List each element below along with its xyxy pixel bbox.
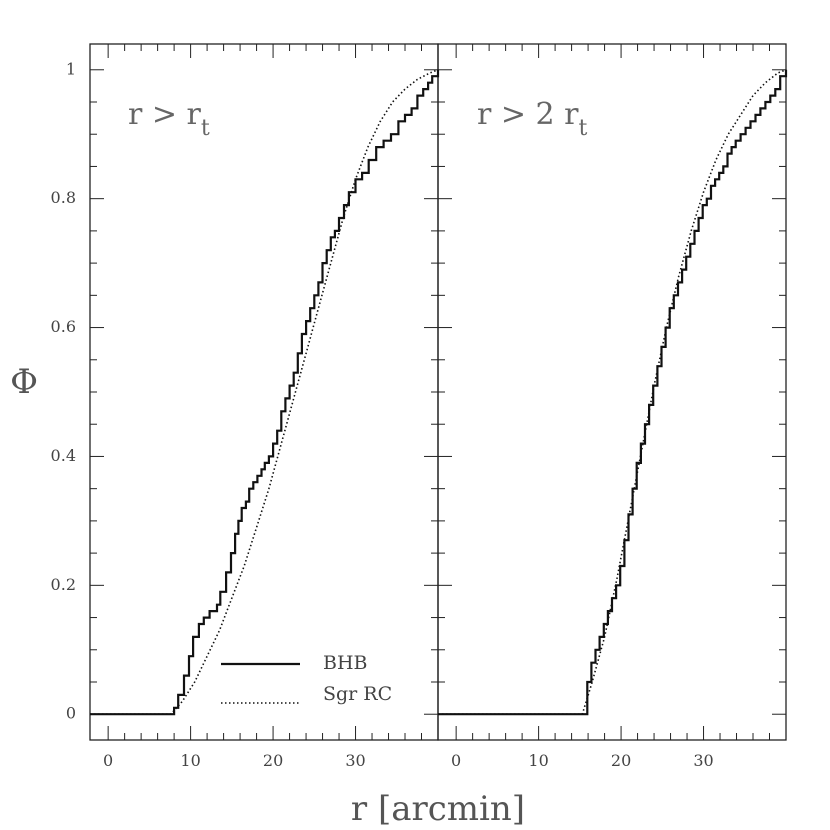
legend: BHB Sgr RC	[221, 652, 392, 705]
x-tick-label: 10	[180, 751, 200, 770]
y-tick-label: 0	[66, 704, 76, 723]
panel-label-right-main: r > 2 r	[477, 97, 579, 132]
y-tick-label: 0.8	[51, 188, 76, 207]
y-tick-label: 1	[66, 59, 76, 78]
series-bhb-right	[438, 69, 788, 716]
x-tick-label: 30	[345, 751, 365, 770]
y-axis-title: Φ	[10, 362, 38, 402]
y-tick-label: 0.2	[51, 575, 76, 594]
panel-label-right: r > 2 rt	[477, 97, 588, 141]
x-tick-label: 10	[528, 751, 548, 770]
panel-label-left-sub: t	[201, 116, 210, 141]
axis-ticks	[90, 44, 787, 740]
data-series	[90, 69, 788, 716]
legend-label-bhb: BHB	[323, 652, 368, 674]
x-tick-label: 20	[263, 751, 283, 770]
series-sgr-rc-right	[438, 69, 787, 715]
x-tick-label: 0	[103, 751, 113, 770]
x-axis-title: r [arcmin]	[351, 789, 525, 829]
x-tick-label: 30	[693, 751, 713, 770]
y-tick-label: 0.4	[51, 446, 76, 465]
panel-label-left: r > rt	[128, 97, 210, 141]
y-tick-label: 0.6	[51, 317, 76, 336]
series-bhb-left	[90, 69, 440, 716]
legend-label-sgr-rc: Sgr RC	[323, 683, 392, 705]
panel-label-right-sub: t	[579, 116, 588, 141]
panel-frame-left	[89, 43, 439, 741]
x-tick-label: 20	[611, 751, 631, 770]
panel-label-left-main: r > r	[128, 97, 202, 132]
x-tick-label: 0	[451, 751, 461, 770]
panel-frame-right	[437, 43, 787, 741]
series-sgr-rc-left	[90, 69, 439, 715]
